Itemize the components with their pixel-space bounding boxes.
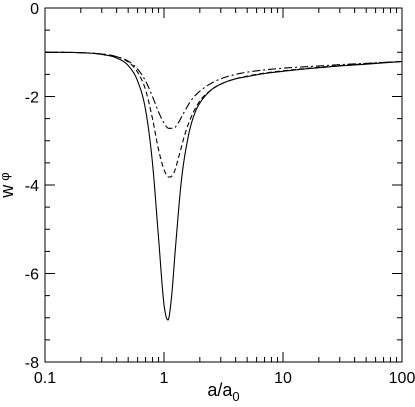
series-line-dashed bbox=[44, 51, 403, 178]
series-line-dashdot bbox=[44, 51, 403, 129]
y-tick-label: -2 bbox=[25, 90, 39, 107]
x-axis-title: a/a0 bbox=[207, 380, 239, 404]
y-tick-label: 0 bbox=[30, 1, 39, 18]
x-tick-label: 0.1 bbox=[34, 370, 56, 387]
x-axis-ticks: 0.1 1 10 100 bbox=[34, 8, 415, 387]
y-axis-ticks: 0 -2 -4 -6 -8 bbox=[25, 1, 402, 372]
x-tick-label: 100 bbox=[389, 370, 415, 387]
plot-frame bbox=[44, 7, 403, 363]
y-tick-label: -6 bbox=[25, 267, 39, 284]
svg-text:wφ: wφ bbox=[0, 172, 17, 198]
series-layer bbox=[44, 51, 403, 321]
y-tick-label: -4 bbox=[25, 178, 39, 195]
y-axis-title: wφ bbox=[0, 172, 17, 198]
series-line-solid bbox=[44, 51, 403, 321]
x-tick-label: 10 bbox=[274, 370, 292, 387]
y-tick-label: -8 bbox=[25, 355, 39, 372]
x-tick-label: 1 bbox=[160, 370, 169, 387]
